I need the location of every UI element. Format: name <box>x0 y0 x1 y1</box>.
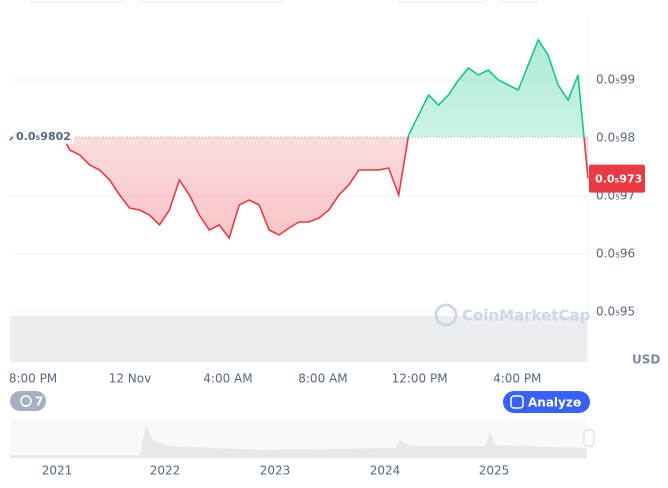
tab[interactable] <box>497 0 539 3</box>
navigator-chart <box>10 424 587 458</box>
navigator-year: 2021 <box>42 464 73 478</box>
x-tick-label: 8:00 AM <box>298 372 347 386</box>
x-tick-label: 12 Nov <box>109 372 152 386</box>
y-tick-label: 0.0₅96 <box>596 246 635 260</box>
tab[interactable] <box>29 0 127 3</box>
y-tick-label: 0.0₅99 <box>596 72 635 86</box>
analyze-button[interactable]: Analyze › <box>503 391 590 413</box>
y-tick-label: 0.0₅98 <box>596 130 635 144</box>
tab[interactable] <box>137 0 285 3</box>
price-line-down <box>9 136 589 240</box>
badge[interactable]: 7 <box>10 391 46 411</box>
watermark-text: CoinMarketCap <box>462 307 591 325</box>
x-tick-label: 4:00 AM <box>203 372 252 386</box>
y-tick-label: 0.0₅95 <box>596 304 635 318</box>
volume-area <box>10 316 587 362</box>
area-up <box>13 40 584 137</box>
area-down <box>10 136 588 238</box>
navigator-year: 2025 <box>479 464 510 478</box>
tab[interactable] <box>397 0 489 3</box>
x-tick-label: 8:00 PM <box>9 372 57 386</box>
svg-text:›: › <box>577 396 582 410</box>
navigator-year: 2024 <box>370 464 401 478</box>
x-tick-label: 4:00 PM <box>493 372 541 386</box>
baseline-label-bg <box>13 128 74 144</box>
currency: USD <box>632 353 660 367</box>
price-tag <box>589 164 645 193</box>
badge-text: 7 <box>35 395 43 409</box>
x-tick-label: 12:00 PM <box>392 372 448 386</box>
price-line-up <box>12 38 585 137</box>
baseline-label: 0.0₅9802 <box>16 130 71 143</box>
navigator-handle[interactable] <box>583 429 595 447</box>
navigator-year: 2022 <box>150 464 181 478</box>
watermark: CoinMarketCap <box>434 303 591 327</box>
price-tag-label: 0.0₅973 <box>595 173 642 186</box>
navigator-year: 2023 <box>260 464 291 478</box>
analyze-text: Analyze <box>528 396 581 410</box>
